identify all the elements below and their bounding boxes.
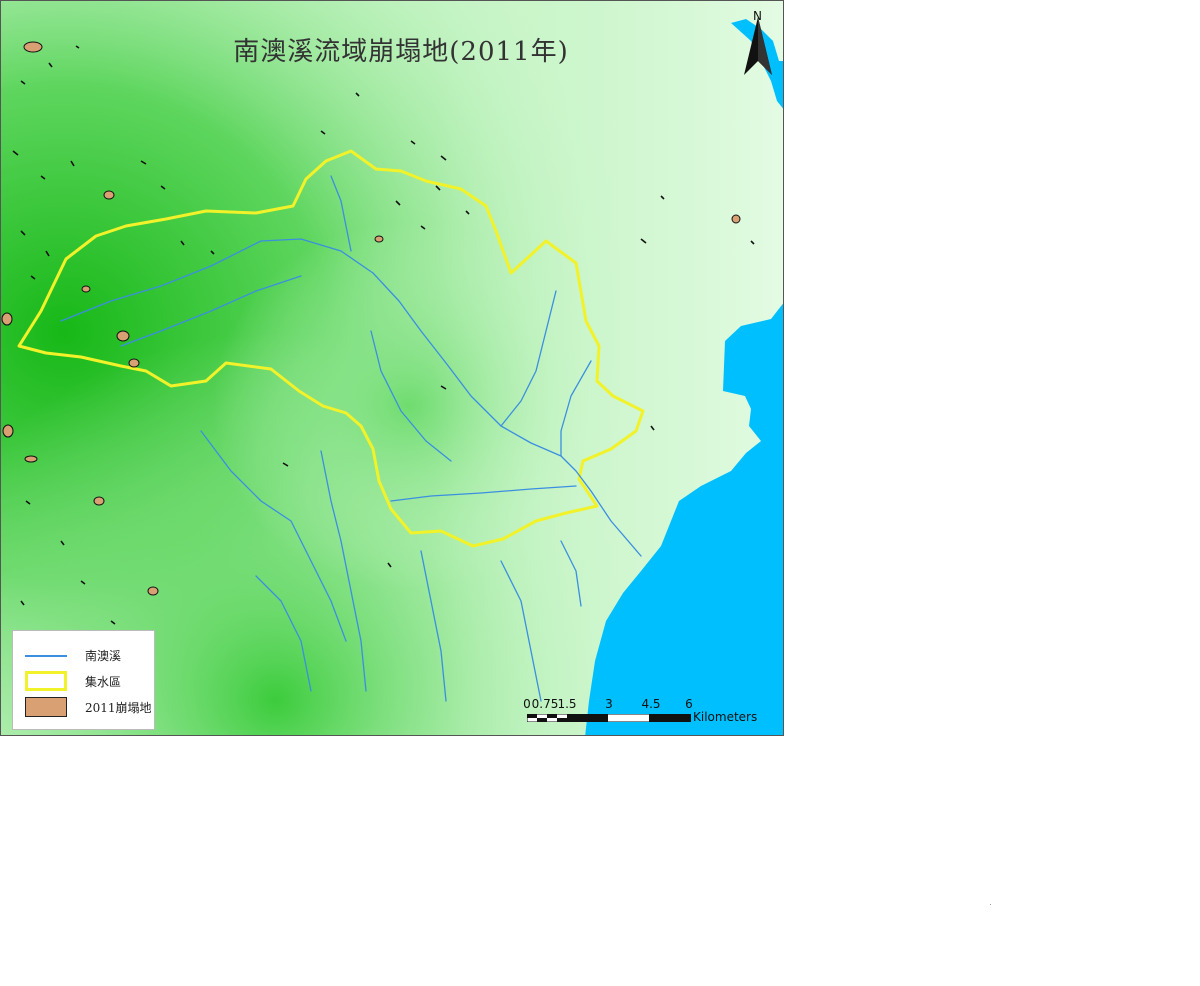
landslide-patch <box>81 285 91 293</box>
map-legend: 南澳溪 集水區 2011崩塌地 <box>12 630 155 730</box>
river-network <box>60 175 642 702</box>
landslide-outline <box>640 238 647 244</box>
map-canvas[interactable] <box>1 1 784 736</box>
landslide-outline <box>180 240 185 246</box>
landslide-patch <box>147 586 159 596</box>
landslide-outline <box>20 80 26 85</box>
landslide-outline <box>30 275 36 280</box>
map-title: 南澳溪流域崩塌地(2011年) <box>233 37 569 67</box>
legend-river-label: 南澳溪 <box>85 648 122 663</box>
landslide-patch <box>1 312 13 326</box>
scale-tick-label: 3 <box>605 697 613 711</box>
legend-landslide-label: 2011崩塌地 <box>85 700 152 715</box>
river-tributary-central <box>370 330 452 462</box>
map-frame[interactable]: 南澳溪流域崩塌地(2011年) N 南澳溪 集水區 2011崩塌地 0 0.75… <box>0 0 784 736</box>
legend-river-swatch <box>25 645 67 665</box>
landslide-patch <box>2 424 14 438</box>
landslide-outline <box>140 160 147 165</box>
landslide-patch <box>116 330 130 342</box>
scale-tick-label: 6 <box>685 697 693 711</box>
legend-item-river: 南澳溪 <box>25 645 121 665</box>
landslide-patch <box>93 496 105 506</box>
landslide-outline <box>410 140 416 145</box>
north-arrow-icon <box>744 17 772 75</box>
landslide-outline <box>20 230 26 236</box>
river-main <box>60 238 642 557</box>
landslide-outline <box>650 425 655 431</box>
landslide-outline <box>210 250 215 255</box>
legend-item-landslide: 2011崩塌地 <box>25 697 152 717</box>
river-south-1 <box>200 430 347 642</box>
landslide-outline <box>320 130 326 135</box>
landslide-outlines <box>12 45 755 625</box>
scale-bar: 0 0.75 1.5 3 4.5 6 Kilometers <box>523 697 783 727</box>
river-south-6 <box>560 540 582 607</box>
north-label: N <box>753 9 762 23</box>
river-tributary-west <box>120 275 302 347</box>
landslide-outline <box>60 540 65 546</box>
river-tributary-east <box>500 290 557 427</box>
landslide-outline <box>750 240 755 245</box>
river-tributary-north <box>330 175 352 252</box>
landslide-patch <box>731 214 741 224</box>
scale-bar-graphic <box>527 714 691 722</box>
landslide-outline <box>48 62 53 68</box>
landslide-outline <box>75 45 80 49</box>
scale-unit: Kilometers <box>693 710 758 724</box>
landslide-outline <box>355 92 360 97</box>
river-tributary-east-2 <box>560 360 592 457</box>
river-tributary-south <box>390 485 577 502</box>
landslide-outline <box>110 620 116 625</box>
landslide-patches <box>1 41 741 596</box>
landslide-outline <box>12 150 19 156</box>
landslide-outline <box>440 385 447 390</box>
landslide-outline <box>420 225 426 230</box>
landslide-patch <box>24 455 38 463</box>
stray-dot <box>990 904 991 905</box>
landslide-outline <box>20 600 25 606</box>
landslide-outline <box>282 462 289 467</box>
landslide-patch <box>103 190 115 200</box>
landslide-patch <box>374 235 384 243</box>
landslide-outline <box>435 185 441 191</box>
river-south-4 <box>500 560 542 702</box>
landslide-outline <box>395 200 401 206</box>
landslide-outline <box>160 185 166 190</box>
landslide-outline <box>387 562 392 568</box>
landslide-outline <box>465 210 470 215</box>
river-south-5 <box>255 575 312 692</box>
legend-item-basin: 集水區 <box>25 671 121 691</box>
scale-tick-label: 0 <box>523 697 531 711</box>
watershed-boundary <box>17 149 645 548</box>
landslide-outline <box>40 175 46 180</box>
landslide-outline <box>660 195 665 200</box>
scale-tick-label: 4.5 <box>641 697 661 711</box>
legend-landslide-swatch <box>25 697 67 717</box>
legend-basin-label: 集水區 <box>85 674 122 689</box>
landslide-patch <box>128 358 140 368</box>
sea-east <box>585 303 783 735</box>
sea-northeast <box>731 19 783 109</box>
landslide-patch <box>23 41 43 53</box>
landslide-outline <box>70 160 75 167</box>
landslide-outline <box>45 250 50 257</box>
legend-basin-swatch <box>25 671 67 691</box>
landslide-outline <box>440 155 447 161</box>
river-south-3 <box>420 550 447 702</box>
landslide-outline <box>25 500 31 505</box>
landslide-outline <box>80 580 86 585</box>
scale-tick-label: 1.5 <box>557 697 577 711</box>
scale-tick-label: 0.75 <box>531 697 559 711</box>
river-south-2 <box>320 450 367 692</box>
